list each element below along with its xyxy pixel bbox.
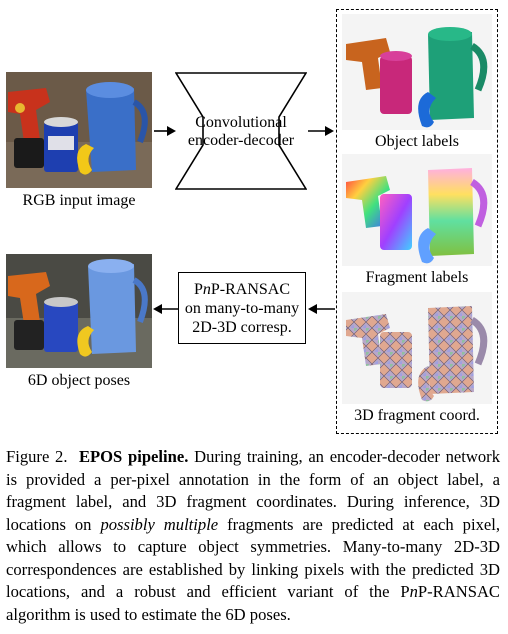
object-labels-label: Object labels [375,133,459,150]
pnp-line1: PnP-RANSAC [193,280,291,298]
caption-prefix: Figure 2. [6,447,68,466]
arrow-rgb-to-encoder [154,126,176,136]
rgb-input-label: RGB input image [22,192,136,209]
caption-part2-n: n [409,582,418,601]
outputs-dashed-box [336,9,498,434]
fragment-labels-image [342,154,492,266]
caption-title: EPOS pipeline. [78,447,189,466]
object-labels-image [342,14,492,130]
encoder-decoder-shape [175,72,307,190]
arrow-encoder-to-outputs [308,126,334,136]
caption-emphasis: possibly multiple [100,514,219,534]
encoder-decoder-line2: encoder-decoder [187,132,295,149]
rgb-input-image [6,72,152,188]
pnp-line2: on many-to-many [184,299,300,317]
caption-part3: P-RANSAC algorithm is used to estimate t… [6,582,500,624]
arrow-pnp-to-poses [153,304,178,314]
caption-part2: fragments are predicted at each pixel, w… [6,514,500,602]
poses-image [6,254,152,368]
fragment-coord-image [342,292,492,404]
fragment-labels-label: Fragment labels [365,269,469,286]
figure-caption: Figure 2. EPOS pipeline. During training… [6,446,500,626]
poses-label: 6D object poses [27,372,131,389]
fragment-coord-label: 3D fragment coord. [354,407,480,424]
pnp-line3: 2D-3D corresp. [192,318,292,336]
encoder-decoder-line1: Convolutional [195,114,287,131]
arrow-outputs-to-pnp [308,304,335,314]
pnp-ransac-box: PnP-RANSAC on many-to-many 2D-3D corresp… [178,272,306,344]
caption-part1: During training, an encoder-decoder netw… [6,447,500,534]
